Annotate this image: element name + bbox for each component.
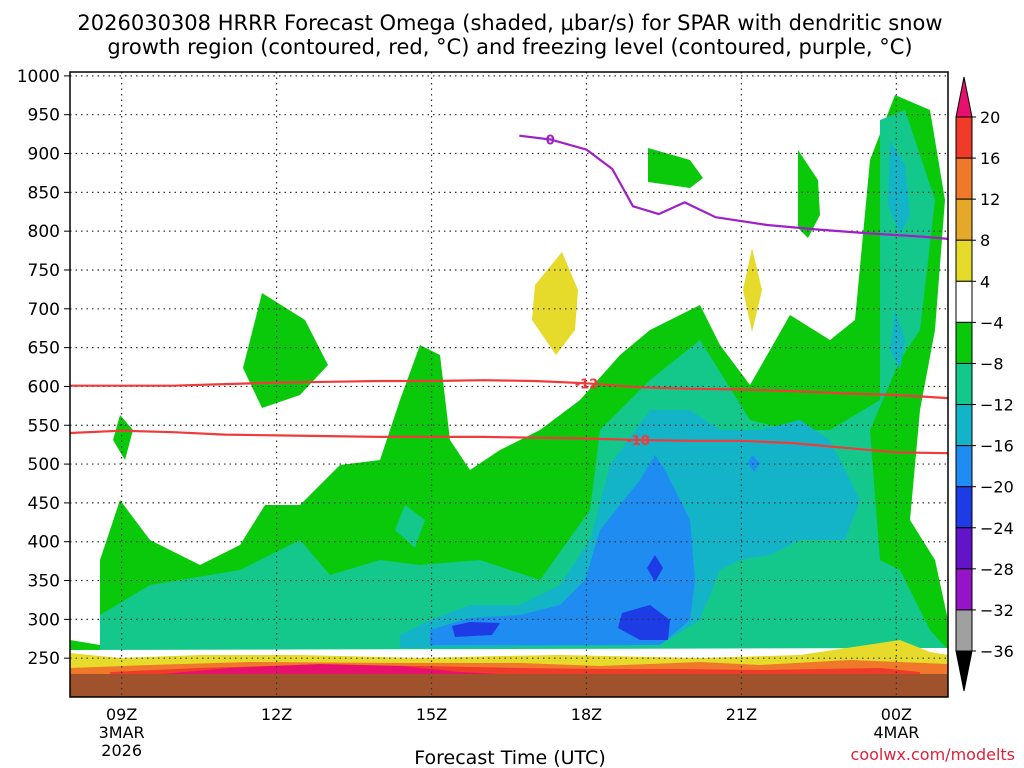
contour-lines: -18 -12 0 [69, 134, 949, 455]
contour-label: -12 [575, 377, 599, 392]
colorbar-swatch [955, 609, 973, 652]
colorbar-swatch [955, 404, 973, 447]
colorbar-label: −16 [980, 437, 1014, 456]
x-tick-label: 09Z [106, 705, 137, 724]
x-tick-label: 12Z [261, 705, 292, 724]
colorbar-label: 12 [980, 190, 1000, 209]
ground-below-surface [70, 674, 948, 697]
credit-text: coolwx.com/modelts [851, 745, 1015, 764]
y-tick-label: 250 [28, 649, 60, 669]
x-tick-label: 00Z [881, 705, 912, 724]
shade-yellow-blob-360 [743, 248, 762, 332]
y-tick-label: 950 [28, 106, 60, 126]
colorbar-label: −28 [980, 560, 1014, 579]
y-tick-label: 700 [28, 300, 60, 320]
colorbar-label: −32 [980, 601, 1014, 620]
contour-line [519, 134, 949, 240]
x-axis-label: Forecast Time (UTC) [414, 747, 605, 768]
contour-line [69, 429, 949, 455]
shade-blue-blob-570 [748, 455, 760, 472]
y-axis-ticks: 250 300 350 400 450 500 550 600 650 700 750 800 850 9… [17, 67, 70, 669]
colorbar-swatch [955, 280, 973, 323]
grid-lines [70, 72, 948, 697]
colorbar: 20 16 12 8 4 −4 −8 −12 −16 −20 −24 −28 −32 −36 [955, 76, 1014, 692]
shade-cyan-blob-upper [888, 140, 910, 235]
shade-darkblue-1 [452, 622, 500, 637]
plot-frame [69, 71, 949, 698]
y-tick-label: 850 [28, 183, 60, 203]
colorbar-label: 16 [980, 149, 1000, 168]
omega-shading [70, 95, 948, 697]
colorbar-swatch [955, 198, 973, 241]
contour-label: 0 [546, 134, 555, 149]
y-tick-label: 500 [28, 455, 60, 475]
contour-line [70, 379, 949, 400]
chart-title-line-1: 2026030308 HRRR Forecast Omega (shaded, … [77, 11, 942, 35]
colorbar-label: 4 [980, 272, 990, 291]
y-tick-label: 300 [28, 610, 60, 630]
y-tick-label: 750 [28, 261, 60, 281]
x-tick-label: 15Z [416, 705, 447, 724]
x-tick-date: 3MAR [99, 723, 145, 742]
shade-yellow-blob-380 [532, 252, 578, 355]
y-tick-label: 400 [28, 533, 60, 553]
shade-green-blob-520 [113, 415, 133, 460]
shade-blue-main [430, 455, 695, 645]
colorbar-swatch [955, 445, 973, 488]
colorbar-swatch [955, 239, 973, 282]
y-tick-label: 600 [28, 377, 60, 397]
colorbar-label: −36 [980, 642, 1014, 661]
colorbar-label: −20 [980, 478, 1014, 497]
contour-label: -18 [626, 434, 650, 449]
shade-green-blob-400 [243, 293, 328, 408]
x-tick-date: 4MAR [873, 723, 919, 742]
colorbar-swatch [955, 362, 973, 406]
shade-darkblue-2 [618, 605, 670, 640]
colorbar-label: −12 [980, 396, 1014, 415]
colorbar-label: −8 [980, 354, 1004, 373]
y-tick-label: 650 [28, 339, 60, 359]
colorbar-label: 20 [980, 108, 1000, 127]
x-tick-label: 18Z [571, 705, 602, 724]
colorbar-label: −4 [980, 313, 1004, 332]
y-tick-label: 900 [28, 145, 60, 165]
shade-darkblue-3 [647, 555, 663, 582]
shade-green-blob-260 [648, 148, 703, 188]
shade-green-blob-280 [798, 150, 820, 238]
colorbar-swatch [955, 486, 973, 529]
y-tick-label: 800 [28, 222, 60, 242]
colorbar-swatch [955, 527, 973, 570]
x-tick-label: 21Z [726, 705, 757, 724]
colorbar-min-arrow [955, 650, 973, 692]
colorbar-swatch [955, 568, 973, 611]
colorbar-swatch [955, 116, 973, 159]
chart-title-line-2: growth region (contoured, red, °C) and f… [107, 35, 912, 59]
shade-teal-blob-675 [395, 505, 425, 548]
x-tick-year: 2026 [101, 741, 142, 760]
colorbar-swatch [955, 157, 973, 200]
y-tick-label: 550 [28, 416, 60, 436]
y-tick-label: 350 [28, 572, 60, 592]
y-tick-label: 450 [28, 494, 60, 514]
colorbar-label: 8 [980, 231, 990, 250]
shade-cyan-blob-mid [890, 310, 905, 370]
colorbar-label: −24 [980, 519, 1014, 538]
y-tick-label: 1000 [17, 67, 60, 87]
colorbar-swatch [955, 321, 973, 364]
